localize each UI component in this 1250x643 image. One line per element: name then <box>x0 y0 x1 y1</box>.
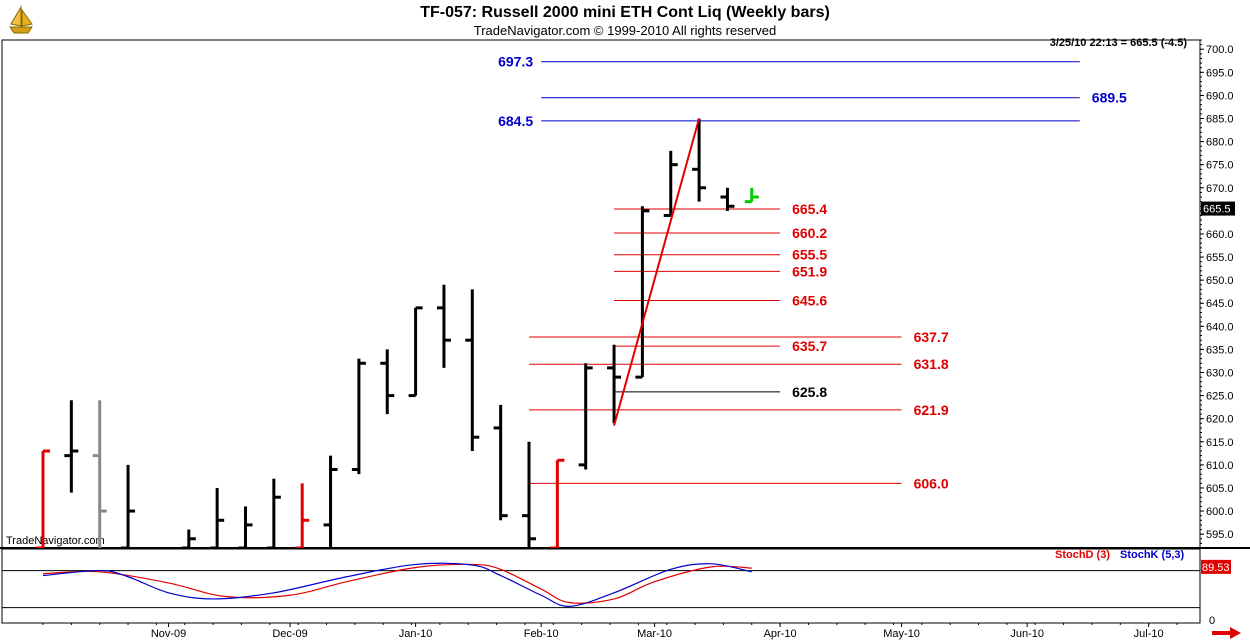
x-tick-label: May-10 <box>883 628 920 640</box>
y-tick-label: 660.0 <box>1206 229 1234 241</box>
y-tick-label: 625.0 <box>1206 391 1234 403</box>
stoch-y-tick-label: 0 <box>1209 615 1215 627</box>
y-tick-label: 635.0 <box>1206 344 1234 356</box>
stoch-value-box <box>1201 559 1231 574</box>
chart-title: TF-057: Russell 2000 mini ETH Cont Liq (… <box>420 4 830 21</box>
stoch-k-line <box>42 562 752 607</box>
x-tick-label: Jan-10 <box>399 628 433 640</box>
swing-trend-line <box>613 118 701 426</box>
level-label: 631.8 <box>914 356 949 372</box>
current-price-box <box>1201 201 1235 216</box>
y-tick-label: 630.0 <box>1206 368 1234 380</box>
current-price-label: 665.5 <box>1203 204 1231 216</box>
x-tick-label: Mar-10 <box>637 628 672 640</box>
level-label: 645.6 <box>792 292 827 308</box>
legend-stoch-k: StochK (5,3) <box>1120 549 1185 561</box>
level-label: 655.5 <box>792 247 827 263</box>
y-tick-label: 680.0 <box>1206 137 1234 149</box>
level-label: 660.2 <box>792 225 827 241</box>
level-label: 635.7 <box>792 338 827 354</box>
y-tick-label: 685.0 <box>1206 114 1234 126</box>
sailboat-logo-icon <box>9 5 33 34</box>
level-label: 665.4 <box>792 201 827 217</box>
y-tick-label: 595.0 <box>1206 529 1234 541</box>
scroll-right-arrow-icon[interactable] <box>1212 627 1242 639</box>
level-label: 625.8 <box>792 384 827 400</box>
x-tick-label: Feb-10 <box>524 628 559 640</box>
x-tick-label: Jun-10 <box>1010 628 1044 640</box>
level-label: 621.9 <box>914 402 949 418</box>
watermark: TradeNavigator.com <box>6 535 105 547</box>
level-label: 684.5 <box>498 113 533 129</box>
y-tick-label: 610.0 <box>1206 460 1234 472</box>
level-label: 606.0 <box>914 475 949 491</box>
y-tick-label: 600.0 <box>1206 506 1234 518</box>
y-tick-label: 670.0 <box>1206 183 1234 195</box>
price-panel-border <box>1 39 1201 549</box>
level-label: 697.3 <box>498 54 533 70</box>
y-tick-label: 655.0 <box>1206 252 1234 264</box>
x-tick-label: Apr-10 <box>764 628 797 640</box>
y-tick-label: 645.0 <box>1206 298 1234 310</box>
level-label: 637.7 <box>914 329 949 345</box>
legend-stoch-d: StochD (3) <box>1055 549 1110 561</box>
y-tick-label: 700.0 <box>1206 44 1234 56</box>
y-tick-label: 695.0 <box>1206 67 1234 79</box>
copyright-subtitle: TradeNavigator.com © 1999-2010 All right… <box>473 23 777 38</box>
x-tick-label: Dec-09 <box>272 628 307 640</box>
x-tick-label: Jul-10 <box>1134 628 1164 640</box>
y-tick-label: 605.0 <box>1206 483 1234 495</box>
stoch-value-label: 89.53 <box>1202 562 1230 574</box>
y-tick-label: 650.0 <box>1206 275 1234 287</box>
level-label: 651.9 <box>792 263 827 279</box>
y-tick-label: 620.0 <box>1206 414 1234 426</box>
level-label: 689.5 <box>1092 90 1127 106</box>
x-tick-label: Nov-09 <box>151 628 186 640</box>
y-tick-label: 690.0 <box>1206 90 1234 102</box>
y-tick-label: 615.0 <box>1206 437 1234 449</box>
y-tick-label: 640.0 <box>1206 321 1234 333</box>
y-tick-label: 675.0 <box>1206 160 1234 172</box>
